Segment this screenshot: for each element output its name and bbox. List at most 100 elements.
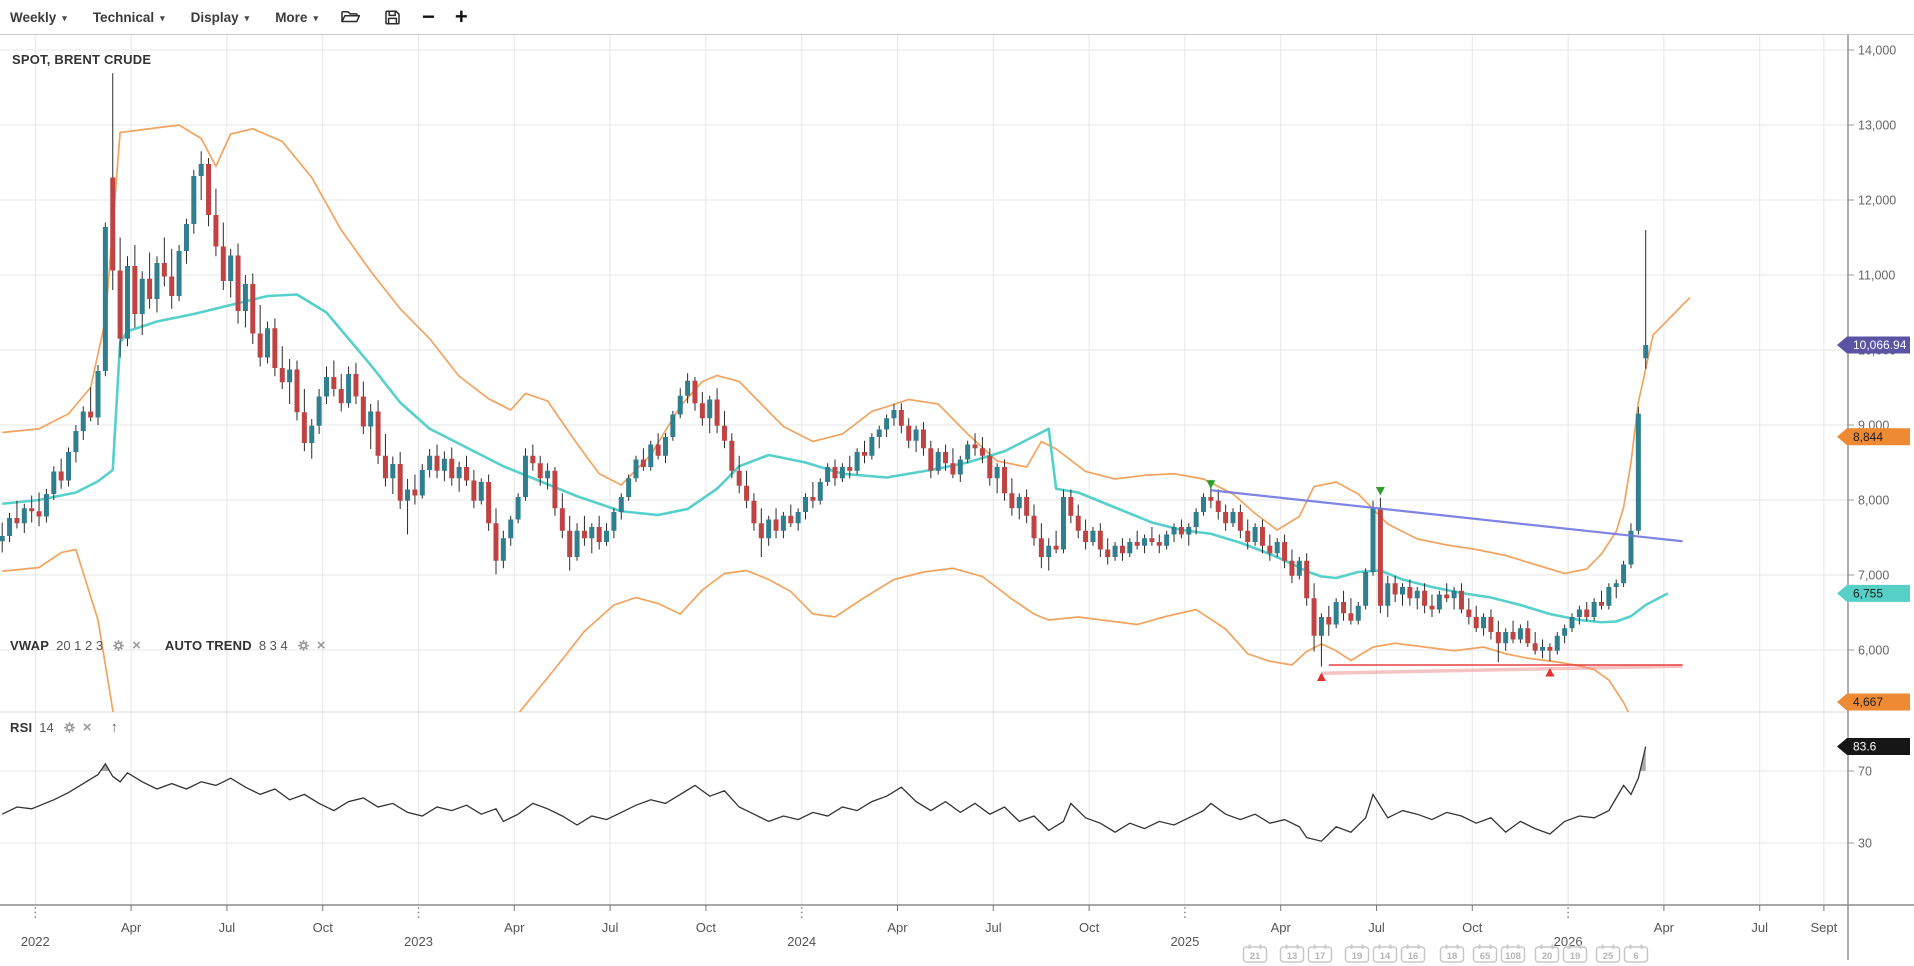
candlestick-series[interactable] bbox=[0, 73, 1649, 667]
candlestick bbox=[537, 463, 543, 479]
event-calendar-badge[interactable]: 17 bbox=[1307, 944, 1333, 963]
candlestick bbox=[648, 444, 654, 467]
display-menu[interactable]: Display ▾ bbox=[191, 10, 250, 25]
candlestick bbox=[847, 467, 853, 471]
event-count-label: 6 bbox=[1633, 951, 1638, 962]
candlestick bbox=[412, 489, 418, 496]
candlestick bbox=[235, 255, 241, 311]
gear-icon[interactable] bbox=[112, 639, 125, 652]
candlestick bbox=[773, 519, 779, 531]
candlestick bbox=[898, 410, 904, 426]
rsi-pane[interactable] bbox=[1, 746, 1647, 905]
expand-pane-icon[interactable]: ↑ bbox=[110, 719, 119, 736]
remove-indicator-icon[interactable]: × bbox=[82, 718, 92, 736]
candlestick bbox=[1068, 497, 1074, 516]
candlestick bbox=[1613, 583, 1619, 587]
candlestick bbox=[943, 452, 949, 464]
event-calendar-badge[interactable]: 6 bbox=[1623, 944, 1649, 963]
remove-indicator-icon[interactable]: × bbox=[316, 636, 326, 654]
symbol-label: SPOT, BRENT CRUDE bbox=[12, 52, 152, 67]
event-calendar-badge[interactable]: 108 bbox=[1500, 944, 1526, 963]
remove-indicator-icon[interactable]: × bbox=[132, 636, 141, 654]
candlestick bbox=[670, 414, 676, 437]
candlestick bbox=[124, 266, 130, 339]
event-calendar-badge[interactable]: 19 bbox=[1344, 944, 1370, 963]
time-axis-year-label: 2024 bbox=[787, 934, 816, 949]
open-folder-icon[interactable] bbox=[340, 8, 361, 26]
candlestick bbox=[1097, 530, 1103, 550]
candlestick bbox=[1274, 542, 1280, 554]
candlestick bbox=[493, 523, 499, 561]
candlestick bbox=[928, 448, 934, 471]
vwap-lower-band-line bbox=[2, 548, 1630, 712]
event-count-label: 19 bbox=[1570, 951, 1581, 962]
time-axis-label: Jul bbox=[602, 920, 619, 935]
candlestick bbox=[1532, 643, 1538, 651]
candlestick bbox=[1318, 617, 1324, 636]
candlestick bbox=[1377, 508, 1383, 606]
timeframe-menu-label: Weekly bbox=[10, 9, 57, 25]
candlestick bbox=[257, 333, 263, 358]
timeframe-menu[interactable]: Weekly ▾ bbox=[10, 10, 67, 25]
auto-trend-resistance-line[interactable] bbox=[1210, 489, 1683, 543]
svg-text:10,066.94: 10,066.94 bbox=[1853, 338, 1907, 352]
candlestick bbox=[1333, 602, 1339, 625]
candlestick bbox=[1112, 545, 1118, 557]
bearish-signal-icon bbox=[1375, 487, 1385, 496]
candlestick bbox=[21, 508, 27, 524]
candlestick bbox=[994, 467, 1000, 479]
candlestick bbox=[1606, 587, 1612, 606]
event-calendar-badge[interactable]: 16 bbox=[1400, 944, 1426, 963]
gear-icon[interactable] bbox=[63, 721, 76, 734]
gridlines bbox=[0, 34, 1848, 905]
candlestick bbox=[699, 403, 705, 419]
candlestick bbox=[1223, 512, 1229, 524]
candlestick bbox=[51, 471, 57, 494]
candlestick bbox=[1201, 497, 1207, 512]
event-calendar-badge[interactable]: 21 bbox=[1242, 944, 1268, 963]
candlestick bbox=[176, 251, 182, 296]
candlestick bbox=[522, 455, 528, 497]
candlestick bbox=[677, 395, 683, 415]
candlestick bbox=[906, 425, 912, 441]
candlestick bbox=[1105, 549, 1111, 557]
event-calendar-badge[interactable]: 13 bbox=[1279, 944, 1305, 963]
candlestick bbox=[456, 467, 462, 479]
candlestick bbox=[360, 396, 366, 427]
candlestick bbox=[920, 429, 926, 449]
candlestick bbox=[419, 470, 425, 496]
candlestick bbox=[73, 431, 79, 452]
candlestick bbox=[353, 374, 359, 397]
bullish-signal-icon bbox=[1545, 668, 1555, 677]
candlestick bbox=[427, 455, 433, 470]
zoom-out-button[interactable]: − bbox=[421, 4, 435, 29]
candlestick bbox=[729, 440, 735, 471]
event-calendar-badge[interactable]: 18 bbox=[1439, 944, 1465, 963]
more-menu[interactable]: More ▾ bbox=[275, 10, 318, 25]
chevron-down-icon: ▾ bbox=[160, 12, 165, 23]
event-calendar-badge[interactable]: 20 bbox=[1534, 944, 1560, 963]
time-axis-label: Sept bbox=[1811, 920, 1838, 935]
candlestick bbox=[1002, 467, 1008, 494]
bearish-signal-icon bbox=[1206, 480, 1216, 489]
technical-menu[interactable]: Technical ▾ bbox=[93, 10, 165, 25]
candlestick bbox=[1208, 497, 1214, 501]
save-icon[interactable] bbox=[383, 8, 402, 27]
event-calendar-badge[interactable]: 19 bbox=[1562, 944, 1588, 963]
candlestick bbox=[390, 464, 396, 479]
gear-icon[interactable] bbox=[297, 639, 310, 652]
price-pane[interactable] bbox=[0, 73, 1691, 807]
event-calendar-badge[interactable]: 65 bbox=[1472, 944, 1498, 963]
event-calendar-badge[interactable]: 14 bbox=[1372, 944, 1398, 963]
candlestick bbox=[913, 429, 919, 441]
candlestick bbox=[1517, 628, 1523, 640]
rsi-axis-label: 70 bbox=[1858, 765, 1872, 779]
band-upper-badge: 8,844 bbox=[1837, 428, 1910, 446]
zoom-in-button[interactable]: + bbox=[454, 4, 468, 29]
candlestick bbox=[316, 396, 322, 426]
event-calendar-badge[interactable]: 25 bbox=[1595, 944, 1621, 963]
candlestick bbox=[1495, 632, 1501, 644]
candlestick bbox=[1193, 512, 1199, 527]
candlestick bbox=[1009, 493, 1015, 509]
